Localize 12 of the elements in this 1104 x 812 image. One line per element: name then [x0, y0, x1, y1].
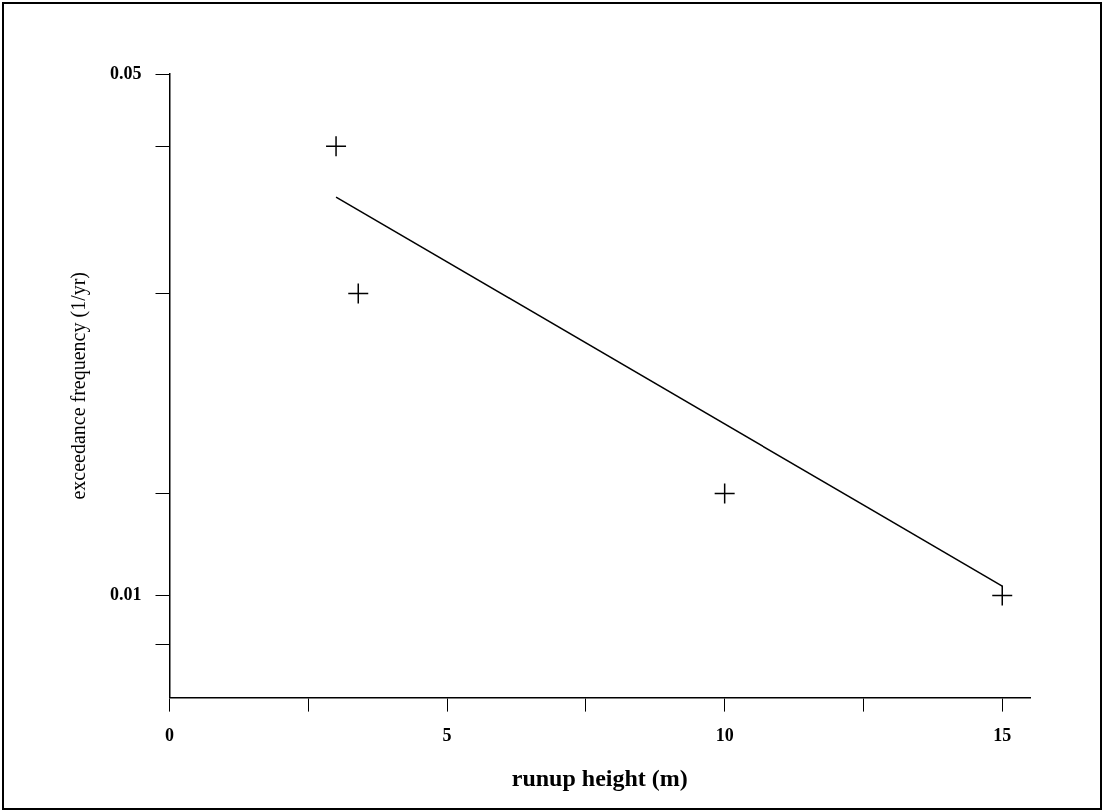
x-tick-label: 0: [165, 725, 174, 746]
x-axis-title: runup height (m): [511, 764, 688, 791]
y-tick-label: 0.01: [110, 584, 142, 605]
x-tick-label: 5: [442, 725, 452, 746]
point: [347, 282, 370, 305]
point: [325, 135, 347, 158]
point: [713, 482, 736, 505]
point: [991, 584, 1013, 607]
x-tick-label: 10: [715, 725, 734, 746]
x-tick-label: 15: [993, 725, 1012, 746]
y-axis-title: exceedance frequency (1/yr): [67, 271, 91, 500]
y-tick-label: 0.05: [110, 62, 142, 83]
